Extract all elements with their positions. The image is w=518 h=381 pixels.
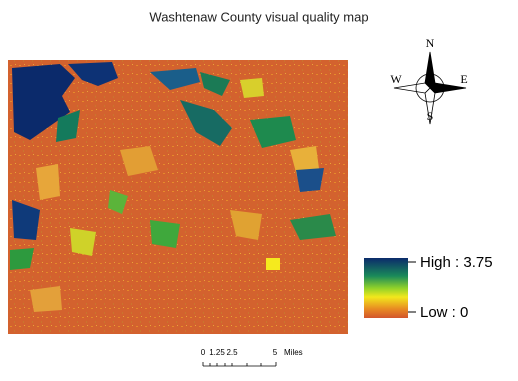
scale-label: 2.5 xyxy=(226,348,238,357)
raster-map xyxy=(8,60,348,334)
legend-label: High : 3.75 xyxy=(420,254,493,271)
compass-point xyxy=(425,52,435,88)
legend-label: Low : 0 xyxy=(420,304,468,321)
compass-label: E xyxy=(460,72,467,86)
compass-label: W xyxy=(390,72,402,86)
compass-label: S xyxy=(427,109,434,123)
scale-bar xyxy=(203,362,276,366)
scale-unit: Miles xyxy=(284,348,303,357)
high-patch xyxy=(296,168,324,192)
map-page: Washtenaw County visual quality map N S xyxy=(0,0,518,381)
scale-label: 0 xyxy=(201,348,206,357)
yellow-patch xyxy=(70,228,96,256)
low-mid-patch xyxy=(36,164,60,200)
legend-ramp xyxy=(364,258,408,318)
yellow-patch xyxy=(266,258,280,270)
map-title: Washtenaw County visual quality map xyxy=(149,9,368,24)
scale-label: 5 xyxy=(273,348,278,357)
yellow-patch xyxy=(240,78,264,98)
low-mid-patch xyxy=(30,286,62,312)
scale-label: 1.25 xyxy=(209,348,225,357)
compass-label: N xyxy=(426,36,435,50)
mid-patch xyxy=(150,220,180,248)
